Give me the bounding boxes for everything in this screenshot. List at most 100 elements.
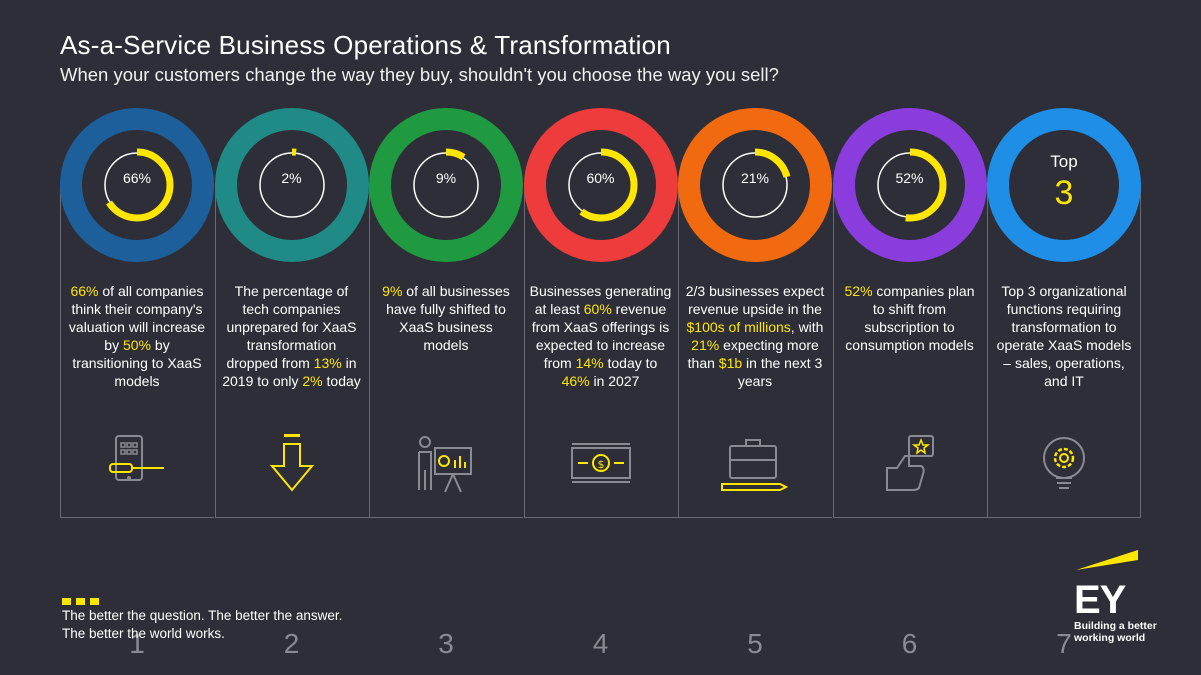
description-text: today to <box>603 355 658 371</box>
stat-column-2: 2% The percentage of tech companies unpre… <box>214 108 369 659</box>
highlight-figure: 60% <box>583 301 612 317</box>
stat-column-3: 9% 9% of all businesses have fully shifte… <box>369 108 523 659</box>
column-frame <box>678 183 832 518</box>
column-frame <box>987 183 1141 518</box>
outer-ring <box>987 108 1141 262</box>
ey-logo: EY <box>1074 578 1126 622</box>
svg-text:$: $ <box>597 458 604 471</box>
description-text: in 2027 <box>589 373 640 389</box>
highlight-figure: 50% <box>122 337 152 353</box>
description-text: revenue from XaaS offerings is expected … <box>531 301 670 371</box>
thumbs-up-star-icon <box>885 435 934 491</box>
ring-percent-label: 60% <box>586 170 615 186</box>
column-frame <box>369 183 523 518</box>
stat-columns: 66% 66% of all companies think their comp… <box>60 108 1142 659</box>
description-text: Top 3 organizational functions requiring… <box>996 283 1132 389</box>
outer-ring <box>369 108 523 262</box>
ring-graphic <box>523 108 678 262</box>
highlight-figure: 21% <box>691 337 720 353</box>
ring-graphic <box>369 108 523 262</box>
highlight-figure: 66% <box>70 283 99 299</box>
highlight-figure: 14% <box>575 355 604 371</box>
column-number: 4 <box>592 628 609 659</box>
stat-column-1: 66% 66% of all companies think their comp… <box>60 108 214 659</box>
highlight-figure: 46% <box>561 373 590 389</box>
highlight-figure: 13% <box>313 355 342 371</box>
money-bill-icon: $ <box>570 443 631 483</box>
highlight-figure: 52% <box>844 283 873 299</box>
ring-percent-label: 9% <box>435 170 457 186</box>
column-description: Businesses generating at least 60% reven… <box>530 282 672 390</box>
stat-column-4: 60% Businesses generating at least 60% re… <box>523 108 678 659</box>
description-text: in the next 3 years <box>737 355 823 389</box>
description-text: , with <box>790 319 824 335</box>
outer-ring <box>678 108 832 262</box>
description-text: The percentage of tech companies unprepa… <box>226 283 357 371</box>
presentation-icon <box>418 436 472 493</box>
column-description: 52% companies plan to shift from subscri… <box>839 282 981 354</box>
page-title: As-a-Service Business Operations & Trans… <box>60 30 671 60</box>
highlight-figure: $1b <box>718 355 743 371</box>
progress-arc <box>255 148 328 222</box>
column-number: 7 <box>1056 628 1072 659</box>
description-text: today <box>322 373 361 389</box>
column-number: 5 <box>747 628 763 659</box>
outer-ring <box>832 108 987 262</box>
ring-graphic <box>678 108 832 262</box>
ring-graphic <box>832 108 987 262</box>
description-text: in 2019 to only <box>222 355 357 389</box>
description-text: 2/3 businesses expect revenue upside in … <box>685 283 825 317</box>
ring-graphic <box>987 108 1141 262</box>
description-text: of all companies think their company's v… <box>68 283 206 353</box>
progress-arc <box>409 148 483 222</box>
progress-arc <box>718 148 792 222</box>
stat-column-5: 21% 2/3 businesses expect revenue upside … <box>678 108 832 659</box>
ring-percent-label: 21% <box>740 170 770 186</box>
ring-graphic <box>214 108 369 262</box>
column-frame <box>523 183 678 518</box>
outer-ring <box>214 108 369 262</box>
highlight-figure: 2% <box>302 373 323 389</box>
phone-screwdriver-icon <box>109 435 164 481</box>
column-frame <box>214 183 369 518</box>
description-text: Businesses generating at least <box>529 283 672 317</box>
description-text: companies plan to shift from subscriptio… <box>845 283 975 353</box>
progress-arc <box>873 148 946 222</box>
description-text: of all businesses have fully shifted to … <box>386 283 510 353</box>
stat-column-6: 52% 52% companies plan to shift from subs… <box>832 108 987 659</box>
logo-slogan-line-2: working world <box>1074 632 1146 644</box>
column-number: 3 <box>438 628 454 659</box>
ring-graphic <box>60 108 214 262</box>
yellow-dots-decoration <box>62 592 104 610</box>
ring-percent-label: 2% <box>281 170 302 186</box>
stat-column-7: Top 3 Top 3 organizational functions requi… <box>987 108 1141 659</box>
ring-top-label: Top <box>1050 152 1078 171</box>
ring-top-value: 3 <box>1054 174 1074 212</box>
column-description: The percentage of tech companies unprepa… <box>221 282 363 390</box>
outer-ring <box>60 108 214 262</box>
highlight-figure: $100s of millions <box>686 319 791 335</box>
column-description: 66% of all companies think their company… <box>66 282 208 390</box>
column-description: 9% of all businesses have fully shifted … <box>375 282 517 354</box>
logo-slogan-line-1: Building a better <box>1074 620 1157 632</box>
progress-arc <box>100 148 174 222</box>
page-subtitle: When your customers change the way they … <box>60 64 779 85</box>
ring-percent-label: 66% <box>122 170 152 186</box>
briefcase-pen-icon <box>721 439 789 491</box>
ey-logo-beam-icon <box>1076 550 1138 570</box>
progress-arc <box>564 148 637 222</box>
column-number: 1 <box>129 628 145 659</box>
highlight-figure: 9% <box>382 283 403 299</box>
column-frame <box>60 183 214 518</box>
down-arrow-icon <box>269 434 314 492</box>
tagline-line-2: The better the world works. <box>62 626 225 641</box>
tagline-line-1: The better the question. The better the … <box>62 608 343 623</box>
column-frame <box>832 183 987 518</box>
column-description: 2/3 businesses expect revenue upside in … <box>684 282 826 390</box>
column-number: 2 <box>283 628 300 659</box>
outer-ring <box>523 108 678 262</box>
column-description: Top 3 organizational functions requiring… <box>993 282 1135 390</box>
lightbulb-gear-icon <box>1043 437 1085 489</box>
description-text: expecting more than <box>687 337 819 371</box>
column-number: 6 <box>901 628 918 659</box>
